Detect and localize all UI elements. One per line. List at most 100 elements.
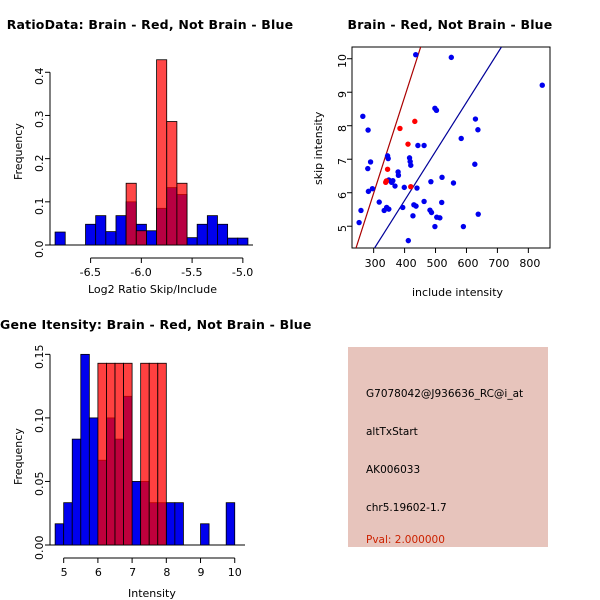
scatter-xtick-1: 400 [395,257,417,270]
scatter-xtick-0: 300 [364,257,386,270]
scatter-ytick-0: 5 [336,225,349,233]
scatter-point-notbrain [421,198,427,205]
gene-intensity-histogram-plot-area [45,353,245,563]
gene-bar-brain [140,362,150,546]
info-pval: Pval: 2.000000 [366,534,445,546]
scatter-point-notbrain [358,207,364,214]
scatter-point-notbrain [405,237,412,244]
scatter-ytick-4: 9 [336,91,349,99]
scatter-point-notbrain [428,178,434,185]
ratio-bar-notbrain [105,231,117,246]
gene-bar-notbrain [131,481,142,546]
gene-intensity-histogram-xlabel: Intensity [128,587,176,600]
info-probe-id: G7078042@J936636_RC@i_at [366,388,524,400]
scatter-point-notbrain [413,52,419,58]
gene-xtick-0: 5 [60,566,68,579]
gene-bar-notbrain [200,523,210,546]
scatter-xtick-4: 700 [488,257,510,270]
scatter-point-notbrain [376,199,382,205]
ratio-bar-notbrain [196,223,208,246]
scatter-point-notbrain [365,127,371,133]
ratio-bar-notbrain [217,223,229,246]
ratio-bar-notbrain [54,231,66,246]
scatter-point-brain [405,141,411,147]
scatter-point-brain [408,183,414,190]
scatter-point-notbrain [365,188,372,195]
ratio-ytick-3: 0.3 [33,110,46,129]
gene-xtick-3: 8 [163,566,171,579]
scatter-point-notbrain [433,107,440,114]
ratio-bar-notbrain [206,215,218,246]
gene-intensity-histogram-panel: Gene Itensity: Brain - Red, Not Brain - … [0,300,312,600]
scatter-fit-line-0 [355,47,422,248]
gene-bar-brain [97,362,107,546]
ratio-bar-brain [176,182,188,246]
gene-ytick-3: 0.15 [33,344,46,370]
ratio-bar-notbrain [95,215,107,246]
scatter-xtick-2: 500 [426,257,448,270]
gene-ytick-2: 0.10 [33,408,46,433]
scatter-point-notbrain [472,116,479,122]
intensity-scatter-xlabel: include intensity [412,286,504,299]
scatter-point-notbrain [385,155,391,162]
scatter-point-brain [412,118,418,125]
ratio-ytick-2: 0.2 [33,154,46,172]
gene-ytick-1: 0.05 [33,471,46,497]
gene-bar-notbrain [71,438,82,546]
scatter-point-brain [383,179,389,186]
ratio-bar-notbrain [146,230,157,246]
ratio-bar-notbrain [186,237,198,246]
ratio-bar-notbrain [227,237,239,246]
scatter-point-notbrain [392,183,398,189]
scatter-point-notbrain [367,159,374,165]
scatter-xtick-5: 800 [519,257,541,270]
gene-bar-notbrain [225,502,236,546]
scatter-point-brain [397,125,403,132]
gene-xtick-4: 9 [197,566,205,579]
scatter-point-notbrain [360,113,366,120]
info-accession: AK006033 [366,464,421,476]
scatter-point-notbrain [428,209,435,216]
ratio-histogram-xlabel: Log2 Ratio Skip/Include [88,283,218,296]
gene-bar-notbrain [174,502,184,546]
intensity-scatter-panel: Brain - Red, Not Brain - Blue skip inten… [300,0,600,300]
ratio-histogram-plot-area [45,59,253,263]
gene-bar-brain [114,362,124,546]
gene-bar-notbrain [88,417,99,546]
ratio-bar-brain [135,230,147,246]
scatter-point-notbrain [475,127,481,133]
scatter-point-notbrain [439,199,445,206]
scatter-point-notbrain [432,223,438,230]
gene-xtick-5: 10 [227,566,242,579]
ratio-ytick-4: 0.4 [33,67,46,86]
ratio-xtick-0: -6.5 [79,266,102,279]
info-event-type: altTxStart [366,426,418,438]
scatter-point-notbrain [401,184,407,191]
ratio-bar-notbrain [115,215,127,246]
scatter-point-notbrain [415,142,421,149]
scatter-ytick-5: 10 [336,53,349,68]
scatter-point-notbrain [472,161,478,167]
scatter-point-notbrain [395,172,402,179]
scatter-point-notbrain [388,179,395,186]
scatter-point-notbrain [386,206,392,212]
ratio-ytick-1: 0.1 [33,197,46,215]
scatter-point-notbrain [539,82,545,88]
gene-intensity-histogram-title: Gene Itensity: Brain - Red, Not Brain - … [0,317,312,332]
scatter-fit-line-1 [374,47,502,248]
gene-bar-notbrain [63,502,73,546]
scatter-point-notbrain [439,174,445,181]
scatter-point-notbrain [450,180,457,186]
gene-ytick-0: 0.00 [33,535,46,561]
ratio-xtick-2: -5.5 [181,266,203,279]
scatter-point-notbrain [458,135,464,142]
scatter-point-notbrain [365,165,371,172]
scatter-point-notbrain [400,204,406,211]
scatter-point-notbrain [381,207,387,214]
scatter-point-notbrain [369,186,376,192]
intensity-scatter-plot-area [347,46,551,253]
scatter-point-notbrain [437,215,443,221]
gene-bar-notbrain [80,353,90,546]
scatter-xtick-3: 600 [457,257,479,270]
gene-bar-brain [123,362,133,546]
